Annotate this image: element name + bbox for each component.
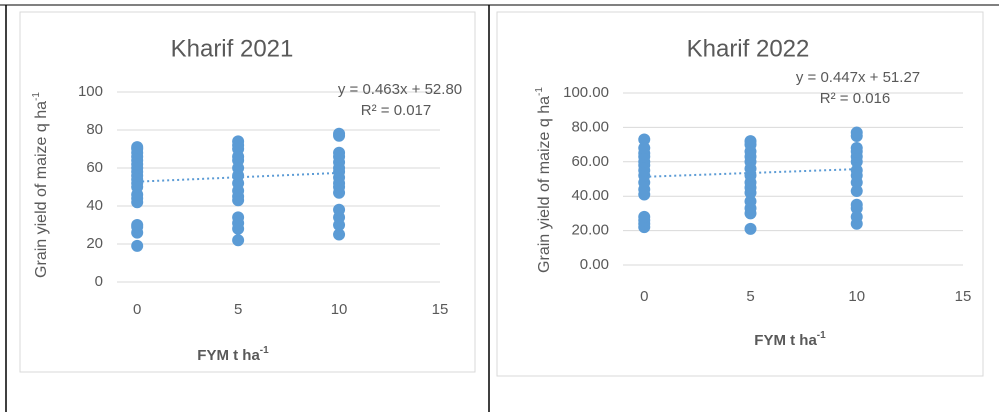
axis-title-sup: -1 xyxy=(534,87,545,96)
y-tick-label: 40.00 xyxy=(571,187,609,204)
axis-title-text: FYM t ha xyxy=(197,347,260,364)
y-tick-label: 100 xyxy=(78,83,103,100)
point xyxy=(131,141,144,154)
y-tick-label: 0 xyxy=(95,273,103,290)
x-tick-label: 5 xyxy=(234,301,242,318)
trendline-equation: y = 0.463x + 52.80 xyxy=(338,81,462,98)
axis-title-sup: -1 xyxy=(31,92,42,101)
point xyxy=(638,142,651,155)
axis-title: FYM t ha-1 xyxy=(754,330,826,349)
y-tick-label: 40 xyxy=(86,197,103,214)
point xyxy=(850,210,863,223)
chart-title: Kharif 2022 xyxy=(687,35,810,62)
x-tick-label: 0 xyxy=(133,301,141,318)
y-tick-label: 80 xyxy=(86,121,103,138)
point xyxy=(744,222,757,235)
point xyxy=(131,239,144,252)
axis-title-text: FYM t ha xyxy=(754,332,817,349)
y-tick-label: 100.00 xyxy=(563,84,609,101)
x-tick-label: 10 xyxy=(331,301,348,318)
point xyxy=(232,234,245,247)
axis-title-text: Grain yield of maize q ha xyxy=(33,101,50,278)
axis-title: Grain yield of maize q ha-1 xyxy=(31,92,51,278)
point xyxy=(850,142,863,155)
point xyxy=(333,146,346,159)
point xyxy=(850,185,863,198)
x-tick-label: 15 xyxy=(955,288,972,305)
x-tick-label: 0 xyxy=(640,288,648,305)
chart-title: Kharif 2021 xyxy=(171,35,294,62)
y-tick-label: 20 xyxy=(86,235,103,252)
y-tick-label: 60 xyxy=(86,159,103,176)
axis-title: Grain yield of maize q ha-1 xyxy=(534,87,554,273)
chart-area xyxy=(496,11,984,377)
y-tick-label: 80.00 xyxy=(571,118,609,135)
point xyxy=(850,126,863,139)
point xyxy=(638,210,651,223)
trendline-r2: R² = 0.017 xyxy=(361,102,431,119)
x-tick-label: 5 xyxy=(746,288,754,305)
point xyxy=(333,127,346,140)
axis-title-sup: -1 xyxy=(817,330,826,341)
point xyxy=(333,203,346,216)
axis-title: FYM t ha-1 xyxy=(197,345,269,364)
y-tick-label: 60.00 xyxy=(571,153,609,170)
y-tick-label: 20.00 xyxy=(571,222,609,239)
point xyxy=(638,133,651,146)
point xyxy=(232,135,245,148)
point xyxy=(333,228,346,241)
point xyxy=(850,164,863,177)
y-tick-label: 0.00 xyxy=(580,256,609,273)
axis-title-sup: -1 xyxy=(260,345,269,356)
axis-title-text: Grain yield of maize q ha xyxy=(536,96,553,273)
x-tick-label: 15 xyxy=(432,301,449,318)
point xyxy=(131,219,144,231)
point xyxy=(232,211,245,224)
x-tick-label: 10 xyxy=(848,288,865,305)
chart-area xyxy=(19,11,476,373)
point xyxy=(850,198,863,211)
point xyxy=(744,195,757,208)
point xyxy=(744,135,757,148)
trendline-equation: y = 0.447x + 51.27 xyxy=(796,69,920,86)
trendline-r2: R² = 0.016 xyxy=(820,90,890,107)
